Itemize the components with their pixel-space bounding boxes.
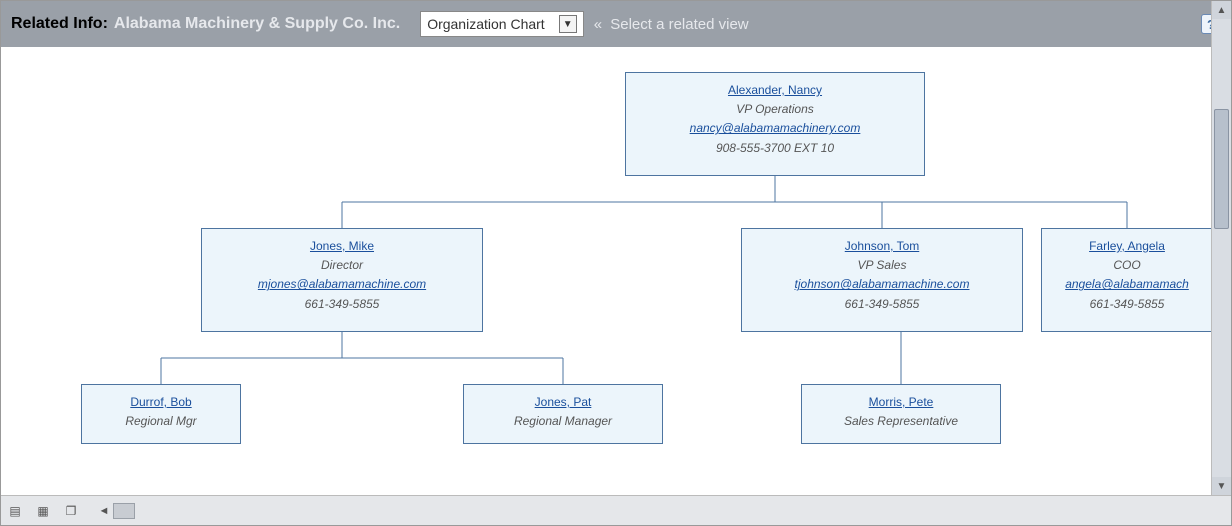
chevron-left-icon: «	[594, 16, 602, 33]
person-email-link[interactable]: mjones@alabamamachine.com	[258, 277, 426, 291]
list-icon[interactable]: ▤	[7, 503, 23, 519]
person-title: Regional Mgr	[88, 412, 234, 431]
app-window: Related Info: Alabama Machinery & Supply…	[0, 0, 1232, 526]
org-node[interactable]: Alexander, Nancy VP Operations nancy@alaba…	[625, 72, 925, 176]
view-hint-text: Select a related view	[610, 16, 748, 33]
scroll-down-button[interactable]: ▼	[1212, 477, 1231, 495]
person-phone: 661-349-5855	[208, 295, 476, 314]
view-dropdown-value: Organization Chart	[427, 16, 545, 32]
person-phone: 661-349-5855	[748, 295, 1016, 314]
person-title: Director	[208, 256, 476, 275]
person-name-link[interactable]: Jones, Pat	[535, 395, 592, 409]
person-email-link[interactable]: angela@alabamamach	[1065, 277, 1189, 291]
person-name-link[interactable]: Morris, Pete	[869, 395, 934, 409]
person-email-link[interactable]: tjohnson@alabamamachine.com	[795, 277, 970, 291]
person-title: VP Sales	[748, 256, 1016, 275]
related-info-label: Related Info:	[11, 15, 108, 33]
header-bar: Related Info: Alabama Machinery & Supply…	[1, 1, 1231, 47]
book-icon[interactable]: ❐	[63, 503, 79, 519]
person-name-link[interactable]: Farley, Angela	[1089, 239, 1165, 253]
scroll-thumb[interactable]	[1214, 109, 1229, 229]
scroll-track[interactable]	[1212, 19, 1231, 477]
person-name-link[interactable]: Durrof, Bob	[130, 395, 191, 409]
tiles-icon[interactable]: ▦	[35, 503, 51, 519]
person-name-link[interactable]: Alexander, Nancy	[728, 83, 822, 97]
org-node[interactable]: Farley, Angela COO angela@alabamamach 661-3…	[1041, 228, 1211, 332]
org-node[interactable]: Jones, Pat Regional Manager	[463, 384, 663, 444]
hscroll-thumb[interactable]	[113, 503, 135, 519]
company-name: Alabama Machinery & Supply Co. Inc.	[114, 15, 400, 33]
vertical-scrollbar[interactable]: ▲ ▼	[1211, 1, 1231, 495]
org-node[interactable]: Durrof, Bob Regional Mgr	[81, 384, 241, 444]
person-title: Regional Manager	[470, 412, 656, 431]
view-selector-wrap: Organization Chart ▼ « Select a related …	[420, 11, 748, 37]
view-hint: « Select a related view	[594, 16, 749, 33]
person-title: Sales Representative	[808, 412, 994, 431]
person-name-link[interactable]: Johnson, Tom	[845, 239, 920, 253]
horizontal-scrollbar[interactable]: ◄	[97, 503, 135, 519]
chevron-down-icon: ▼	[559, 15, 577, 33]
person-name-link[interactable]: Jones, Mike	[310, 239, 374, 253]
org-chart-canvas[interactable]: Alexander, Nancy VP Operations nancy@alaba…	[1, 47, 1211, 495]
scroll-up-button[interactable]: ▲	[1212, 1, 1231, 19]
org-node[interactable]: Johnson, Tom VP Sales tjohnson@alabamamach…	[741, 228, 1023, 332]
person-title: COO	[1048, 256, 1206, 275]
person-title: VP Operations	[632, 100, 918, 119]
person-phone: 908-555-3700 EXT 10	[632, 139, 918, 158]
scroll-left-button[interactable]: ◄	[97, 503, 111, 519]
view-dropdown[interactable]: Organization Chart ▼	[420, 11, 584, 37]
person-phone: 661-349-5855	[1048, 295, 1206, 314]
org-node[interactable]: Morris, Pete Sales Representative	[801, 384, 1001, 444]
person-email-link[interactable]: nancy@alabamamachinery.com	[690, 121, 861, 135]
org-node[interactable]: Jones, Mike Director mjones@alabamamachine…	[201, 228, 483, 332]
footer-bar: ▤ ▦ ❐ ◄	[1, 495, 1231, 525]
